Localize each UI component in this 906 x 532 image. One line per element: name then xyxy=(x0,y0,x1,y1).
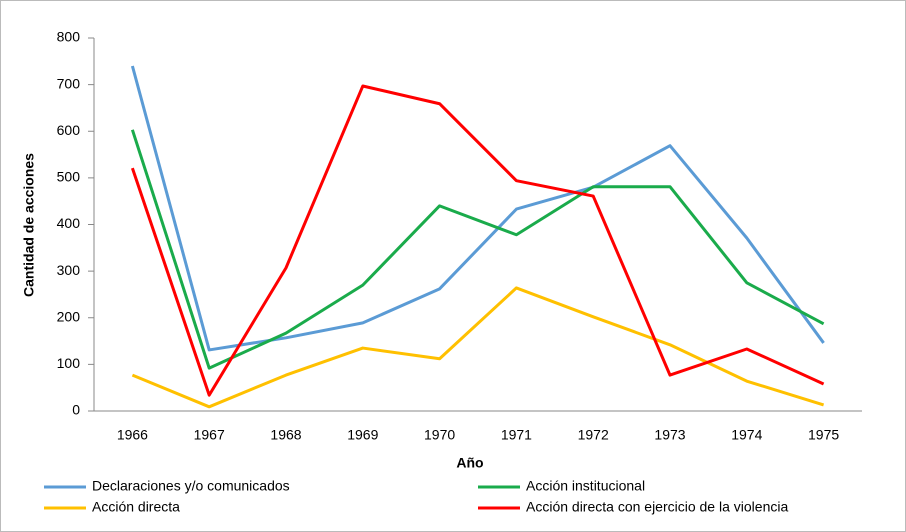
y-tick-label: 500 xyxy=(57,169,81,185)
y-tick-label: 600 xyxy=(57,122,81,138)
x-tick-label: 1966 xyxy=(117,427,148,443)
x-tick-label: 1970 xyxy=(424,427,455,443)
x-tick-label: 1971 xyxy=(501,427,532,443)
x-tick-label: 1968 xyxy=(270,427,301,443)
y-tick-label: 300 xyxy=(57,262,81,278)
legend-label: Declaraciones y/o comunicados xyxy=(92,478,290,494)
y-tick-label: 0 xyxy=(72,402,80,418)
x-tick-label: 1975 xyxy=(808,427,839,443)
x-tick-label: 1973 xyxy=(654,427,685,443)
legend-label: Acción directa con ejercicio de la viole… xyxy=(526,499,788,515)
x-tick-label: 1969 xyxy=(347,427,378,443)
legend-label: Acción directa xyxy=(92,499,180,515)
series-line xyxy=(130,65,825,352)
x-tick-label: 1967 xyxy=(194,427,225,443)
y-tick-label: 700 xyxy=(57,75,81,91)
y-tick-label: 800 xyxy=(57,29,81,45)
y-axis-title: Cantidad de acciones xyxy=(21,153,37,297)
x-tick-label: 1972 xyxy=(578,427,609,443)
x-axis-title: Año xyxy=(456,455,483,471)
y-tick-label: 200 xyxy=(57,308,81,324)
x-tick-label: 1974 xyxy=(731,427,762,443)
y-tick-label: 100 xyxy=(57,355,81,371)
legend-label: Acción institucional xyxy=(526,478,645,494)
series-line xyxy=(130,129,825,370)
series-line xyxy=(130,84,825,397)
y-tick-label: 400 xyxy=(57,215,81,231)
